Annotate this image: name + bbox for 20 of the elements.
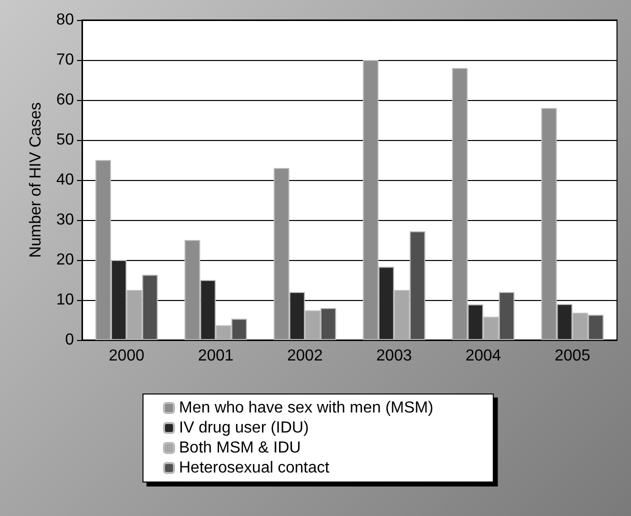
x-tick-label: 2005 xyxy=(554,348,590,364)
legend-label: Both MSM & IDU xyxy=(179,440,301,456)
y-tick-label: 0 xyxy=(65,332,74,348)
y-tick-label: 40 xyxy=(56,172,74,188)
x-tick-label: 2000 xyxy=(108,348,144,364)
legend-label: Men who have sex with men (MSM) xyxy=(179,400,434,416)
legend-label: IV drug user (IDU) xyxy=(179,420,309,436)
legend-label: Heterosexual contact xyxy=(179,460,330,476)
y-tick-label: 80 xyxy=(56,12,74,28)
y-tick-label: 50 xyxy=(56,132,74,148)
x-tick-label: 2003 xyxy=(376,348,412,364)
y-tick-label: 30 xyxy=(56,212,74,228)
y-tick-label: 20 xyxy=(56,252,74,268)
y-tick-label: 70 xyxy=(56,52,74,68)
x-tick-label: 2001 xyxy=(198,348,234,364)
x-tick-label: 2004 xyxy=(465,348,502,364)
x-tick-label: 2002 xyxy=(287,348,323,364)
y-axis-title: Number of HIV Cases xyxy=(28,102,44,258)
y-tick-label: 60 xyxy=(56,92,74,108)
y-tick-label: 10 xyxy=(56,292,74,308)
